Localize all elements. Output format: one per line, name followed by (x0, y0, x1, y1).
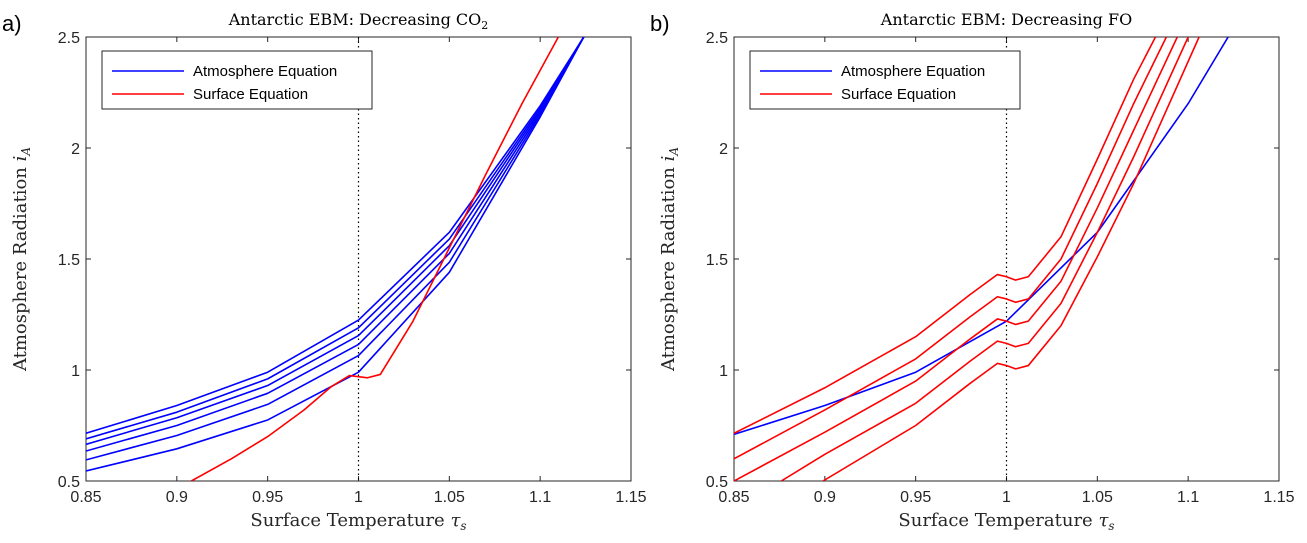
y-tick-label: 2.5 (58, 30, 80, 47)
chart-title-text: Antarctic EBM: Decreasing FO (880, 10, 1132, 29)
y-tick-label: 2 (719, 141, 728, 158)
y-tick-label: 2.5 (706, 30, 728, 47)
x-tick-label: 1.1 (529, 489, 551, 506)
chart-title: Antarctic EBM: Decreasing CO2 (228, 10, 489, 32)
surface-curve (822, 37, 1200, 481)
panel-label: b) (650, 11, 670, 36)
x-tick-label: 1 (354, 489, 363, 506)
legend-box (101, 50, 373, 110)
x-axis-label-text: Surface Temperature (898, 510, 1098, 531)
y-tick-label: 2 (71, 141, 80, 158)
x-axis-label-symbol: τ (450, 510, 461, 531)
surface-curve (734, 37, 1157, 434)
atmosphere-curve (86, 37, 585, 440)
y-tick-label: 1 (719, 363, 728, 380)
y-axis-label-text: Atmosphere Radiation (10, 161, 31, 372)
surface-curve (190, 37, 560, 481)
panel-label: a) (2, 11, 22, 36)
y-axis-label: Atmosphere Radiation iA (10, 147, 33, 372)
x-tick-label: 0.95 (900, 489, 931, 506)
legend-label: Surface Equation (193, 86, 308, 103)
x-axis-label: Surface Temperature τs (250, 510, 466, 533)
x-tick-label: 0.9 (166, 489, 188, 506)
atmosphere-curve (86, 37, 585, 452)
x-axis-label-symbol: τ (1098, 510, 1109, 531)
y-axis-label: Atmosphere Radiation iA (658, 147, 681, 372)
x-tick-label: 1.15 (1263, 489, 1294, 506)
x-tick-label: 1.05 (1082, 489, 1113, 506)
chart-panel-a: 0.85 0.9 0.95 1 1.05 1.1 1.15 0.5 1 1.5 2 2.5 Atmosp… (2, 10, 647, 533)
atmosphere-curve (86, 37, 585, 446)
y-axis-label-symbol: i (10, 156, 31, 162)
x-axis-label: Surface Temperature τs (898, 510, 1114, 533)
x-tick-label: 1.05 (434, 489, 465, 506)
y-axis-label-subscript: A (667, 147, 681, 157)
x-axis-label-subscript: s (460, 519, 466, 533)
x-tick-label: 0.85 (70, 489, 101, 506)
atmosphere-curve (86, 37, 585, 472)
legend-label: Surface Equation (841, 86, 956, 103)
surface-curve (734, 37, 1168, 460)
chart-panel-b: 0.85 0.9 0.95 1 1.05 1.1 1.15 0.5 1 1.5 2 2.5 Atmosp… (650, 10, 1295, 533)
x-tick-label: 1.1 (1177, 489, 1199, 506)
x-tick-label: 0.95 (252, 489, 283, 506)
y-tick-label: 0.5 (58, 474, 80, 491)
y-tick-label: 1.5 (706, 252, 728, 269)
y-tick-label: 1 (71, 363, 80, 380)
chart-title: Antarctic EBM: Decreasing FO (880, 10, 1132, 29)
x-tick-label: 1.15 (615, 489, 646, 506)
legend-label: Atmosphere Equation (193, 63, 337, 80)
series-group (86, 37, 585, 481)
y-axis-label-text: Atmosphere Radiation (658, 161, 679, 372)
chart-title-subscript: 2 (481, 19, 488, 32)
chart-title-text: Antarctic EBM: Decreasing CO (228, 10, 482, 29)
x-tick-label: 1 (1002, 489, 1011, 506)
y-axis-label-subscript: A (19, 147, 33, 157)
x-tick-label: 0.85 (718, 489, 749, 506)
x-axis-label-text: Surface Temperature (250, 510, 450, 531)
y-tick-label: 0.5 (706, 474, 728, 491)
x-tick-label: 0.9 (814, 489, 836, 506)
atmosphere-curve (86, 37, 585, 435)
y-axis-label-symbol: i (658, 156, 679, 162)
y-tick-label: 1.5 (58, 252, 80, 269)
legend-label: Atmosphere Equation (841, 63, 985, 80)
x-axis-label-subscript: s (1108, 519, 1114, 533)
surface-curve (734, 37, 1178, 481)
surface-curve (780, 37, 1189, 481)
atmosphere-curve (86, 37, 585, 461)
legend-box (749, 50, 1021, 110)
series-group (734, 37, 1229, 481)
